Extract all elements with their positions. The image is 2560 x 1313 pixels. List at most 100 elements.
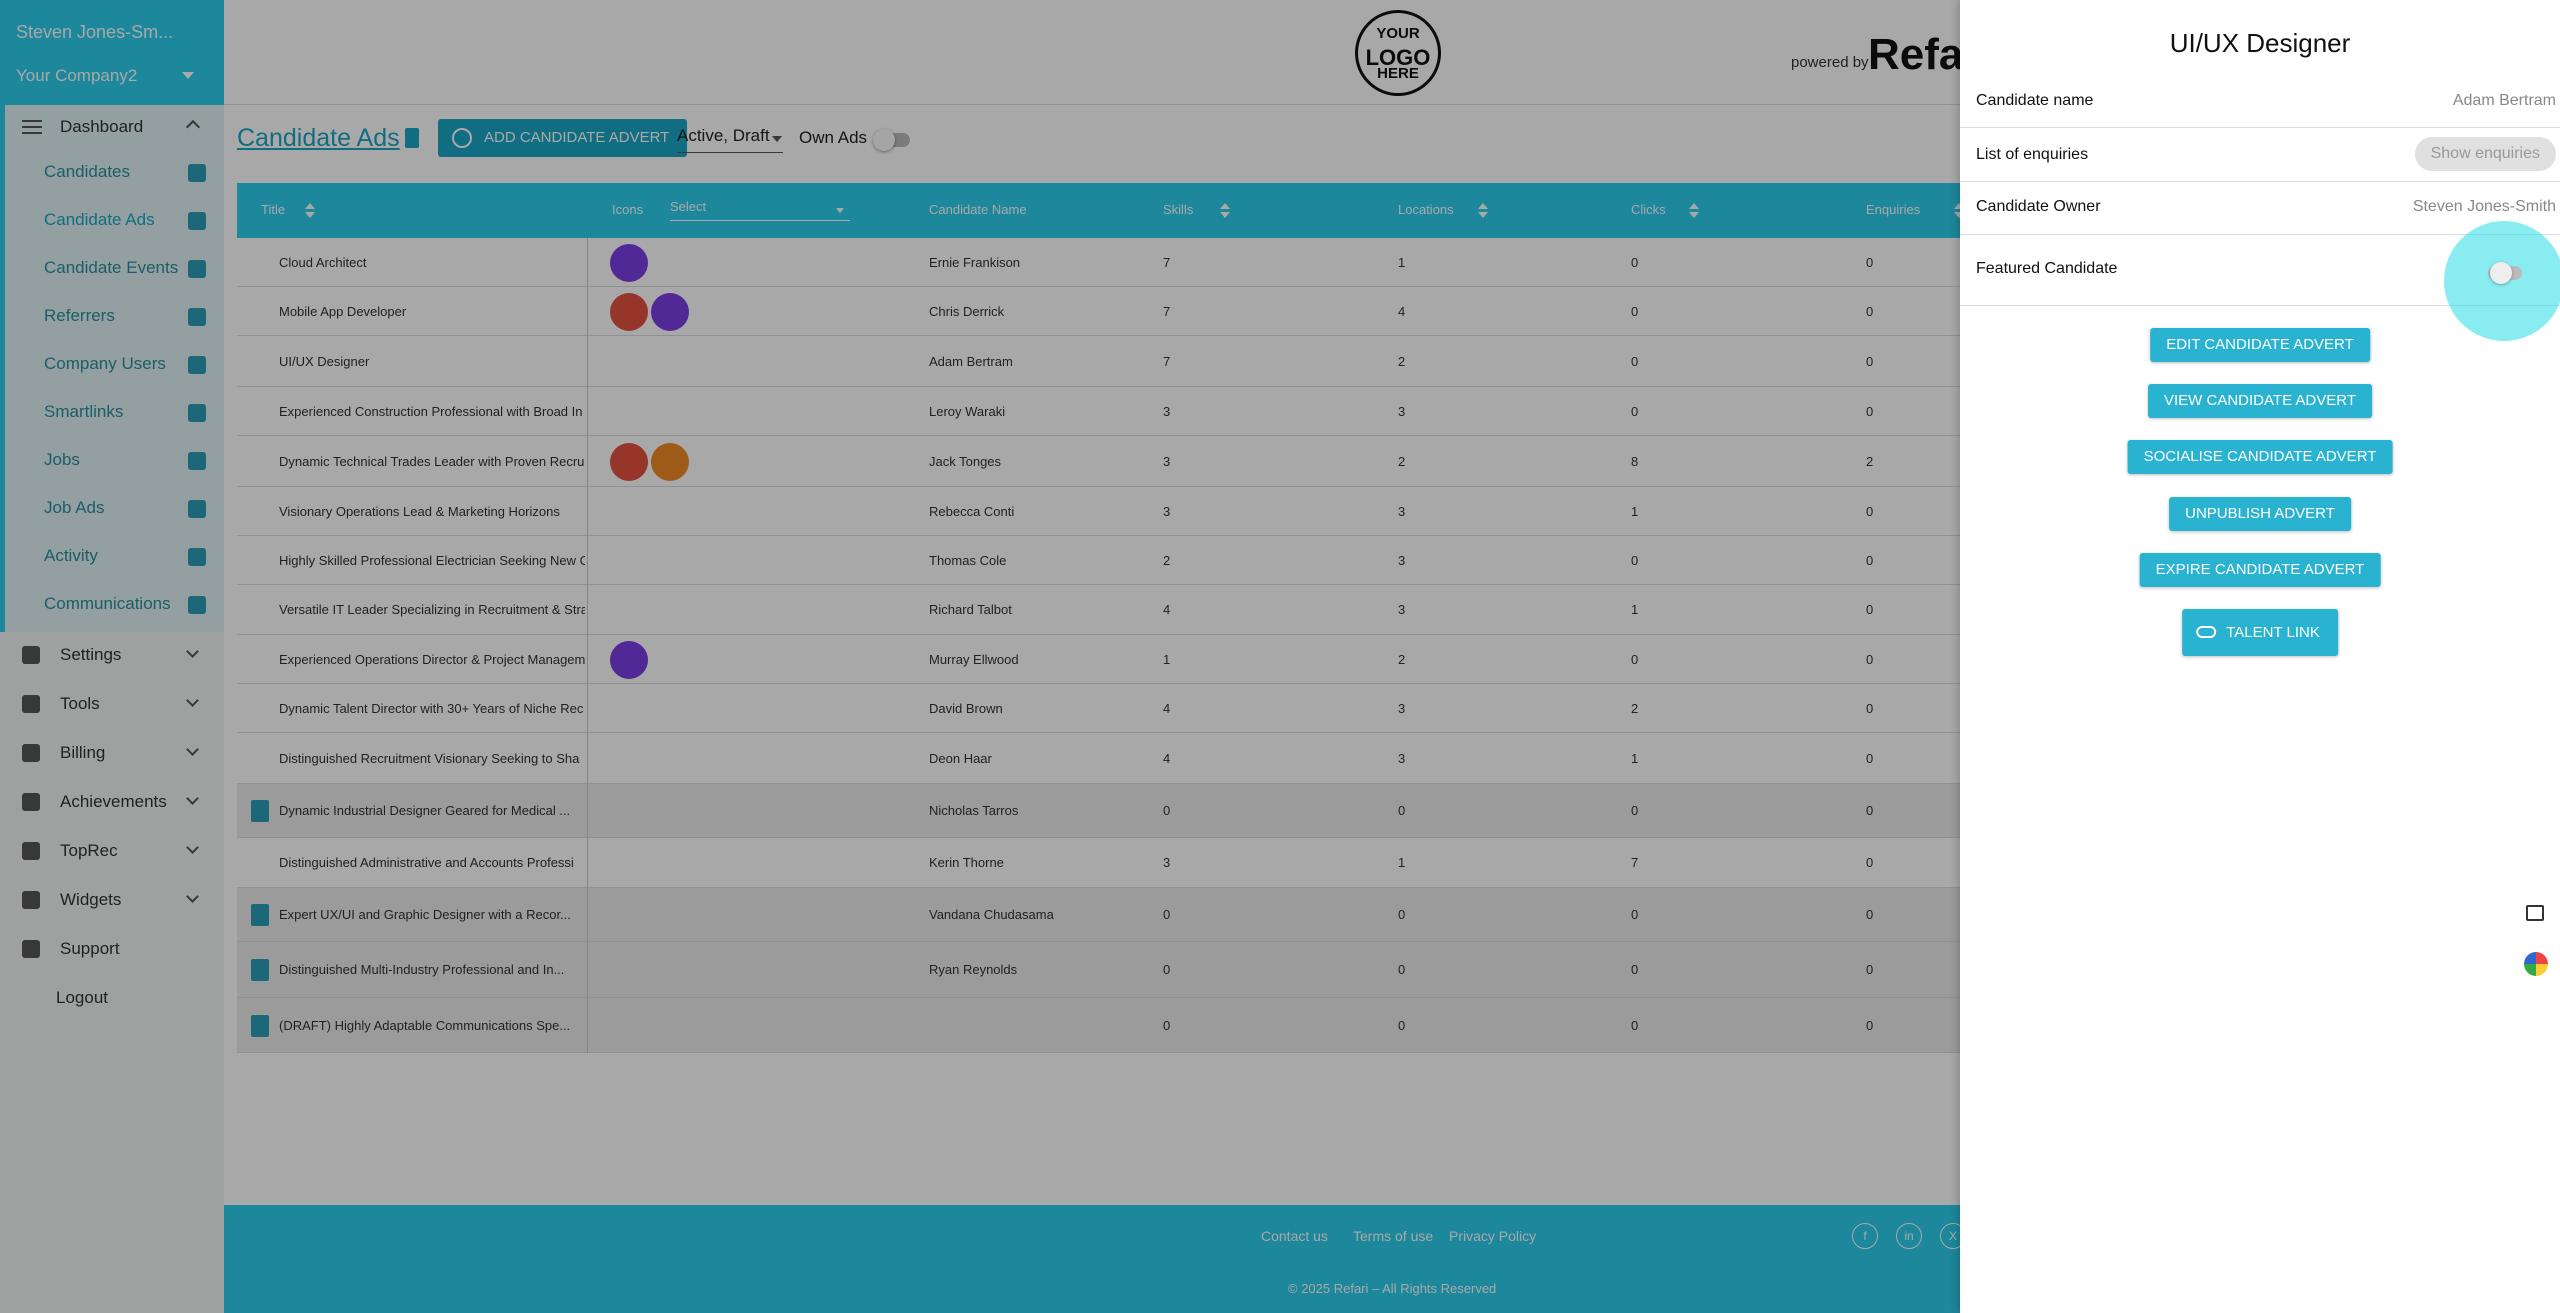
action-button[interactable]: EDIT CANDIDATE ADVERT	[2150, 328, 2370, 362]
advert-title: Distinguished Multi-Industry Professiona…	[279, 962, 565, 977]
column-header[interactable]: Enquiries	[1866, 202, 1921, 217]
submenu-item[interactable]: Job Ads	[44, 498, 105, 517]
column-header[interactable]: Title	[261, 202, 286, 217]
action-button[interactable]: UNPUBLISH ADVERT	[2169, 497, 2351, 531]
user-name[interactable]: Steven Jones-Sm...	[16, 22, 174, 42]
table-row[interactable]	[237, 585, 1960, 635]
table-cell: Richard Talbot	[929, 602, 1012, 617]
submenu-item[interactable]: Candidate Ads	[44, 210, 155, 229]
menu-icon	[22, 891, 40, 909]
social-icon[interactable]: f	[1852, 1223, 1878, 1249]
footer-link[interactable]: Contact us	[1261, 1228, 1328, 1244]
field-label: Candidate Owner	[1976, 198, 2101, 215]
footer-link[interactable]: Privacy Policy	[1449, 1228, 1537, 1244]
table-row[interactable]	[237, 336, 1960, 387]
advert-title: Cloud Architect	[279, 254, 367, 270]
table-cell: 0	[1866, 552, 1874, 568]
main-page: Steven Jones-Sm... Your Company2 Dashboard…	[0, 0, 1960, 1313]
table-row[interactable]	[237, 684, 1960, 733]
table-row[interactable]	[237, 487, 1960, 536]
own-ads-label: Own Ads	[799, 128, 868, 147]
company-select[interactable]: Your Company2	[16, 66, 138, 85]
icons-filter[interactable]: Select	[670, 199, 850, 221]
table-row[interactable]	[237, 838, 1960, 888]
table-cell: 0	[1866, 700, 1874, 716]
table-row[interactable]	[237, 635, 1960, 684]
social-icon[interactable]: in	[1896, 1223, 1922, 1249]
table-cell: 0	[1866, 803, 1874, 818]
divider	[1960, 127, 2560, 128]
submenu-item[interactable]: Activity	[44, 546, 98, 565]
menu-item[interactable]: Widgets	[60, 890, 122, 909]
submenu-item[interactable]: Candidate Events	[44, 258, 179, 277]
submenu-item[interactable]: Communications	[44, 594, 171, 613]
table-cell: 3	[1398, 503, 1406, 519]
menu-item[interactable]: Achievements	[60, 792, 167, 811]
modal-backdrop[interactable]	[0, 0, 1960, 1313]
table-cell: 3	[1163, 453, 1171, 469]
table-cell: 0	[1163, 907, 1171, 922]
show-enquiries-button[interactable]: Show enquiries	[2414, 137, 2556, 171]
add-button[interactable]: ADD CANDIDATE ADVERT	[438, 119, 688, 157]
chevron	[836, 208, 844, 213]
table-cell: 3	[1398, 403, 1406, 419]
table-cell: 0	[1866, 303, 1874, 319]
menu-item[interactable]: Support	[60, 939, 120, 958]
column-divider	[587, 942, 588, 998]
table-row[interactable]	[237, 536, 1960, 585]
column-divider	[587, 998, 588, 1053]
menu-item[interactable]: Billing	[60, 743, 106, 762]
action-button[interactable]: EXPIRE CANDIDATE ADVERT	[2139, 553, 2381, 587]
action-button[interactable]: VIEW CANDIDATE ADVERT	[2148, 384, 2372, 418]
menu-icon	[22, 744, 40, 762]
page-title[interactable]: Candidate Ads	[237, 124, 400, 152]
table-row[interactable]	[237, 733, 1960, 784]
menu-icon	[22, 842, 40, 860]
column-divider	[587, 784, 588, 838]
social-icon[interactable]: X	[1940, 1223, 1960, 1249]
submenu-item[interactable]: Smartlinks	[44, 402, 124, 421]
submenu-item[interactable]: Candidates	[44, 162, 131, 181]
column-divider	[587, 536, 588, 585]
theme-icon[interactable]	[2524, 952, 2548, 976]
table-row[interactable]	[237, 387, 1960, 436]
status-filter[interactable]: Active, Draft	[677, 126, 783, 153]
column-header[interactable]: Clicks	[1631, 202, 1666, 217]
table-row[interactable]	[237, 888, 1960, 942]
menu-item[interactable]: Settings	[60, 645, 122, 664]
table-cell: 0	[1398, 962, 1406, 977]
table-cell: Ryan Reynolds	[929, 962, 1018, 977]
table-cell: 7	[1163, 353, 1171, 369]
menu-item[interactable]: Tools	[60, 694, 100, 713]
table-row[interactable]	[237, 998, 1960, 1053]
field-label: Candidate name	[1976, 92, 2094, 109]
menu-item[interactable]: TopRec	[60, 841, 118, 860]
submenu-item[interactable]: Jobs	[44, 450, 80, 469]
table-row[interactable]	[237, 942, 1960, 998]
talent-link-button[interactable]: TALENT LINK	[2182, 609, 2338, 656]
table-cell: 3	[1163, 855, 1171, 870]
submenu-item[interactable]: Company Users	[44, 354, 166, 373]
table-cell: Kerin Thorne	[929, 855, 1004, 870]
sidebar: Steven Jones-Sm... Your Company2 Dashboard…	[0, 0, 224, 1313]
badge-icon	[651, 292, 689, 331]
sort-icon	[1954, 212, 1960, 218]
table-row[interactable]	[237, 436, 1960, 487]
divider	[1960, 181, 2560, 182]
table-cell: 1	[1631, 750, 1639, 766]
menu-item[interactable]: Logout	[56, 988, 108, 1007]
submenu-item[interactable]: Referrers	[44, 306, 115, 325]
footer-link[interactable]: Terms of use	[1353, 1228, 1434, 1244]
column-header[interactable]: Skills	[1163, 202, 1194, 217]
menu-item[interactable]: Dashboard	[60, 117, 144, 136]
column-divider	[587, 888, 588, 942]
help-icon[interactable]	[2526, 905, 2544, 921]
toggle-knob	[873, 129, 895, 151]
table-row[interactable]	[237, 238, 1960, 287]
table-header	[237, 183, 1960, 238]
column-header[interactable]: Locations	[1398, 202, 1454, 217]
toggle-knob	[2490, 262, 2512, 284]
table-row[interactable]	[237, 784, 1960, 838]
action-button[interactable]: SOCIALISE CANDIDATE ADVERT	[2127, 440, 2393, 474]
table-row[interactable]	[237, 287, 1960, 336]
